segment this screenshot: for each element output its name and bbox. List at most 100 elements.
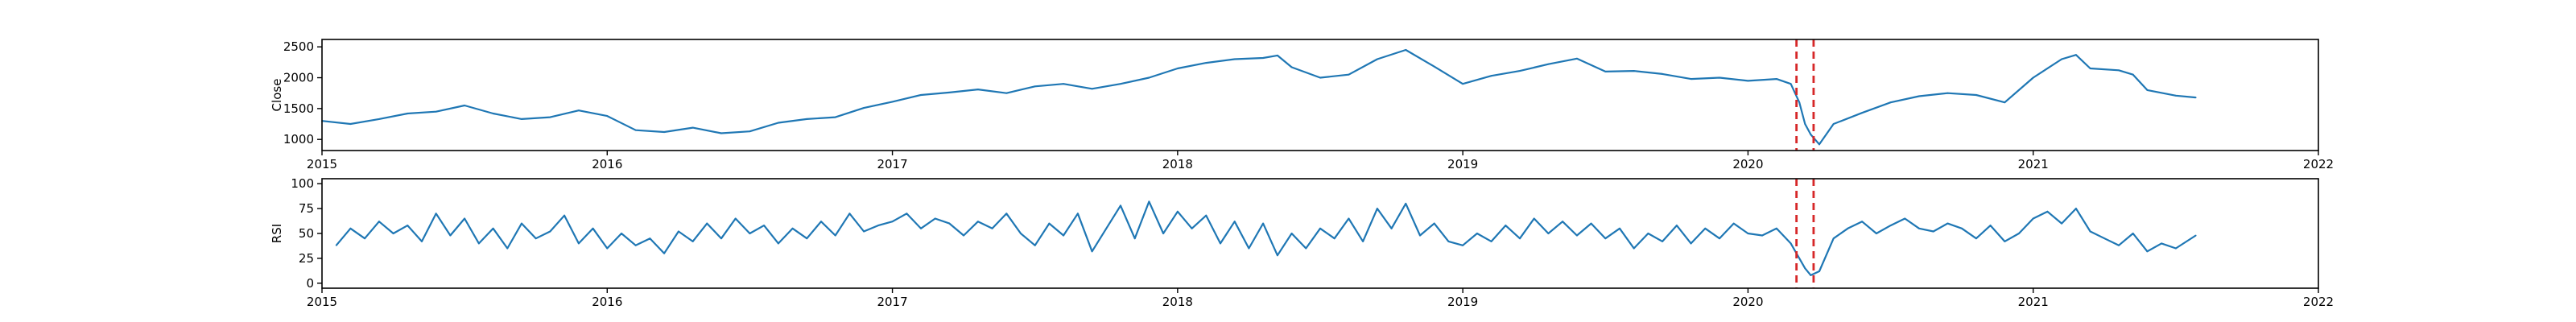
close-data-point [863,107,865,109]
rsi-data-point [2118,244,2120,246]
rsi-data-point [1932,230,1934,233]
rsi-data-point [977,221,979,223]
rsi-data-point [1433,222,1435,225]
rsi-data-point [1091,250,1093,253]
rsi-data-point [407,225,409,226]
rsi-data-point [2175,247,2177,250]
close-data-point [834,116,836,118]
close-data-point [407,113,409,114]
close-data-point [1490,75,1492,77]
rsi-data-point [1861,221,1864,223]
close-data-point [1975,94,1977,96]
close-axes-frame [321,39,2319,151]
rsi-data-point [1362,241,1364,242]
rsi-data-point [749,233,751,234]
close-data-point [891,101,894,103]
close-data-point [1861,112,1864,114]
rsi-data-point [1547,233,1550,234]
rsi-data-point [1876,233,1877,234]
close-series-line [321,48,2196,146]
close-data-point [1277,55,1278,56]
rsi-data-point [1562,221,1563,223]
rsi-data-point [1989,225,1992,226]
rsi-data-point [1576,234,1578,237]
rsi-data-point [778,242,779,245]
close-data-point [1547,63,1550,65]
rsi-data-point [1732,222,1735,225]
close-panel: 2015 2016 2017 2018 2019 2020 2021 2022 1000 1500… [270,39,2334,171]
rsi-data-point [421,241,423,242]
rsi-data-point [1034,244,1036,246]
rsi-data-point [1904,217,1906,220]
rsi-data-point [2089,230,2091,233]
rsi-data-point [478,242,480,245]
close-x-tick-label: 2018 [1162,157,1193,171]
rsi-data-point [1162,233,1164,234]
close-data-point [1462,83,1463,85]
rsi-data-point [392,233,394,234]
rsi-data-point [1676,225,1678,226]
close-data-point [1604,71,1607,72]
rsi-data-point [564,214,565,217]
rsi-data-point [1832,237,1835,240]
rsi-data-point [2061,222,2063,225]
rsi-data-point [1148,200,1150,203]
rsi-data-point [1220,242,1221,245]
close-data-point [1120,83,1121,85]
close-data-point [378,118,380,120]
rsi-data-point [1798,258,1801,259]
rsi-data-point [963,234,964,237]
close-data-point [1319,76,1321,79]
rsi-data-point [1810,275,1812,276]
close-data-point [2061,58,2063,60]
rsi-data-point [1447,241,1450,242]
close-data-point [1889,101,1892,104]
close-data-point [2118,69,2120,72]
close-data-point [1690,78,1692,80]
rsi-data-point [1519,237,1521,240]
close-data-point [720,132,722,134]
rsi-data-point [763,225,765,226]
rsi-data-point [1647,233,1649,234]
rsi-data-point [863,230,865,233]
rsi-data-point [1961,227,1963,229]
rsi-data-point [1191,227,1193,229]
rsi-data-point [535,237,537,240]
rsi-data-point [1804,267,1806,270]
close-data-point [1918,95,1920,97]
rsi-data-point [1077,213,1079,215]
close-x-tick-label: 2015 [307,157,337,171]
rsi-y-axis-label: RSI [270,224,284,243]
close-x-tick-label: 2016 [592,157,622,171]
rsi-data-point [948,222,951,225]
close-data-point [2089,68,2091,69]
rsi-y-tick-label: 75 [299,201,314,216]
close-data-point [1148,76,1150,79]
close-y-axis-label: Close [270,79,284,112]
rsi-data-point [806,237,808,240]
rsi-data-point [1533,217,1535,220]
rsi-data-point [1262,222,1264,225]
close-x-tick-label: 2021 [2018,157,2049,171]
close-y-tick-label: 2000 [283,71,314,85]
rsi-data-point [649,237,651,240]
rsi-data-point [1348,217,1350,220]
close-x-tick-label: 2019 [1447,157,1478,171]
rsi-data-point [920,227,922,229]
rsi-x-tick-label: 2017 [877,295,907,309]
rsi-data-point [820,221,822,223]
close-data-point [948,92,951,93]
close-data-point [549,116,551,118]
rsi-data-point [1305,247,1307,250]
rsi-data-point [1233,221,1236,223]
rsi-data-point [848,213,851,215]
rsi-data-point [1390,227,1393,229]
rsi-data-point [578,242,580,245]
close-data-point [2146,89,2149,91]
close-data-point [2004,101,2006,104]
close-data-point [521,118,522,120]
close-data-point [1747,80,1749,82]
close-data-point [1405,49,1407,51]
close-data-point [464,105,465,106]
rsi-data-point [877,225,879,226]
